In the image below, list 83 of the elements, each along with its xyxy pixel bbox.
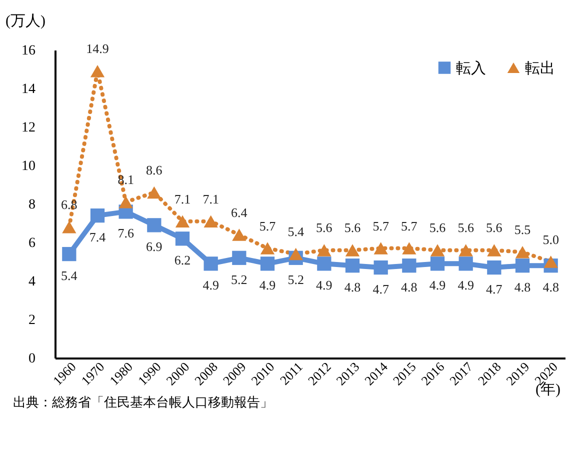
x-tick-label: 2011 — [276, 359, 306, 388]
y-tick-label: 0 — [28, 352, 36, 366]
data-label: 5.6 — [429, 220, 446, 236]
point — [260, 242, 275, 254]
point — [147, 186, 162, 199]
data-label: 4.9 — [202, 278, 219, 293]
point — [204, 256, 218, 271]
point — [402, 242, 416, 254]
point — [62, 220, 76, 234]
point — [345, 244, 360, 256]
data-label: 5.2 — [231, 272, 248, 287]
point — [147, 218, 162, 232]
data-label: 5.6 — [344, 220, 362, 236]
point — [118, 196, 133, 208]
y-tick-label: 10 — [22, 159, 36, 174]
data-label: 6.8 — [61, 197, 78, 212]
data-label: 4.9 — [458, 278, 474, 293]
data-label: 8.6 — [146, 162, 163, 178]
point — [515, 246, 530, 258]
data-label: 4.9 — [259, 278, 276, 293]
data-label: 5.5 — [514, 222, 531, 238]
data-label: 6.2 — [174, 252, 191, 268]
point — [430, 256, 445, 271]
data-label: 4.8 — [514, 280, 531, 295]
data-label: 5.2 — [288, 272, 304, 287]
y-tick-label: 2 — [28, 313, 36, 328]
point — [402, 258, 416, 273]
data-label: 5.6 — [316, 220, 333, 236]
data-label: 4.9 — [429, 278, 446, 293]
point — [175, 215, 190, 228]
point — [430, 244, 445, 256]
data-label: 5.7 — [259, 218, 276, 234]
data-label: 6.4 — [231, 204, 248, 220]
data-label: 5.4 — [61, 268, 78, 284]
legend-label: 転出 — [525, 60, 555, 77]
data-label: 4.8 — [401, 280, 418, 295]
point — [62, 246, 76, 262]
point — [232, 228, 246, 241]
point — [90, 208, 105, 223]
point — [204, 215, 218, 228]
point — [458, 244, 473, 256]
point — [515, 258, 530, 273]
point — [317, 244, 332, 256]
point — [487, 244, 502, 256]
data-label: 5.7 — [372, 218, 390, 234]
data-label: 5.7 — [401, 218, 418, 234]
point — [260, 256, 275, 271]
data-label: 5.6 — [458, 220, 474, 236]
point — [374, 242, 388, 254]
data-label: 7.4 — [89, 230, 106, 245]
point — [544, 256, 558, 268]
y-tick-label: 12 — [22, 120, 36, 136]
legend-label: 転入 — [456, 60, 486, 77]
data-label: 4.8 — [344, 280, 361, 295]
data-label: 14.9 — [86, 41, 109, 56]
point — [232, 250, 246, 265]
data-label: 8.1 — [118, 172, 134, 188]
y-tick-label: 16 — [22, 44, 36, 58]
point — [288, 248, 303, 260]
data-label: 5.4 — [288, 224, 304, 240]
data-label: 4.9 — [316, 278, 332, 293]
data-label: 6.9 — [146, 239, 162, 254]
data-label: 4.7 — [372, 282, 390, 297]
y-tick-label: 8 — [28, 198, 36, 212]
y-axis-title: (万人) — [6, 14, 46, 30]
data-label: 7.6 — [118, 226, 134, 241]
data-label: 4.8 — [542, 280, 559, 295]
y-tick-label: 14 — [22, 82, 36, 97]
data-label: 5.6 — [486, 220, 503, 236]
source-note: 出典：総務省「住民基本台帳人口移動報告」 — [13, 394, 273, 410]
data-label: 7.1 — [202, 191, 219, 206]
y-tick-label: 4 — [28, 274, 36, 290]
point — [317, 256, 332, 271]
point — [374, 260, 388, 275]
point — [345, 258, 360, 273]
data-label: 4.7 — [486, 282, 503, 297]
point — [90, 65, 105, 78]
point — [175, 232, 190, 246]
data-label: 5.0 — [542, 232, 559, 247]
data-label: 7.1 — [174, 191, 191, 206]
point — [458, 256, 473, 271]
y-tick-label: 6 — [28, 236, 36, 251]
point — [487, 260, 502, 275]
